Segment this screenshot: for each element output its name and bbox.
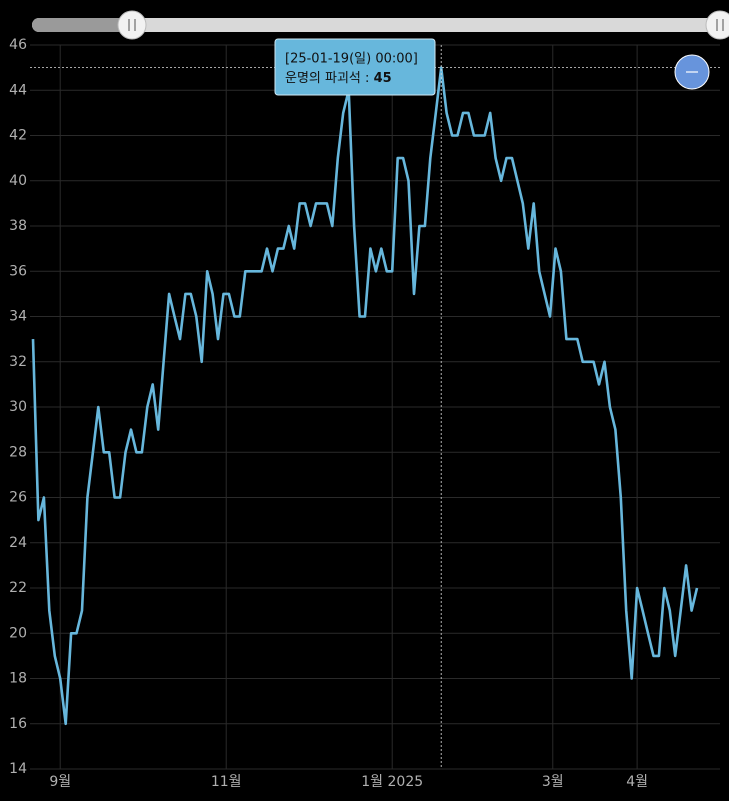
- plot: [31, 66, 699, 726]
- y-tick-label: 28: [9, 444, 27, 460]
- y-tick-label: 24: [9, 535, 27, 551]
- scrollbar[interactable]: [32, 10, 729, 40]
- tooltip-separator: :: [365, 71, 369, 86]
- scrollbar-unselected: [32, 18, 132, 32]
- y-tick-label: 36: [9, 263, 27, 279]
- series-line: [31, 66, 699, 726]
- y-tick-label: 26: [9, 490, 27, 506]
- grip-icon: [128, 19, 136, 31]
- grid: 14 16 18 20 22 24 26 28 30 32 34 36 38 40 42 44 46 9월 11월 1…: [9, 37, 720, 790]
- y-tick-label: 22: [9, 580, 27, 596]
- tooltip: [25-01-19(일) 00:00] 운명의 파괴석 : 45: [274, 38, 436, 96]
- y-tick-label: 42: [9, 128, 27, 144]
- y-tick-label: 30: [9, 399, 27, 415]
- x-tick-label: 1월 2025: [361, 774, 423, 790]
- y-tick-label: 46: [9, 37, 27, 53]
- x-tick-label: 4월: [626, 774, 648, 790]
- x-tick-label: 9월: [49, 774, 71, 790]
- tooltip-body: 운명의 파괴석 : 45: [285, 71, 392, 86]
- scrollbar-track: [32, 18, 720, 32]
- y-tick-label: 18: [9, 671, 27, 687]
- y-tick-label: 32: [9, 354, 27, 370]
- y-tick-label: 20: [9, 625, 27, 641]
- zoom-out-button[interactable]: [674, 54, 710, 90]
- tooltip-box: [274, 38, 436, 96]
- scrollbar-grip-start[interactable]: [117, 10, 147, 40]
- x-tick-label: 3월: [542, 774, 564, 790]
- y-tick-label: 44: [9, 82, 27, 98]
- grip-icon: [716, 19, 724, 31]
- y-tick-label: 38: [9, 218, 27, 234]
- y-tick-label: 34: [9, 309, 27, 325]
- y-tick-label: 14: [9, 761, 27, 777]
- y-tick-label: 40: [9, 173, 27, 189]
- tooltip-title: [25-01-19(일) 00:00]: [285, 52, 418, 67]
- x-tick-label: 11월: [211, 774, 242, 790]
- tooltip-series: 운명의 파괴석: [285, 71, 361, 86]
- tooltip-value: 45: [374, 71, 392, 86]
- y-tick-label: 16: [9, 716, 27, 732]
